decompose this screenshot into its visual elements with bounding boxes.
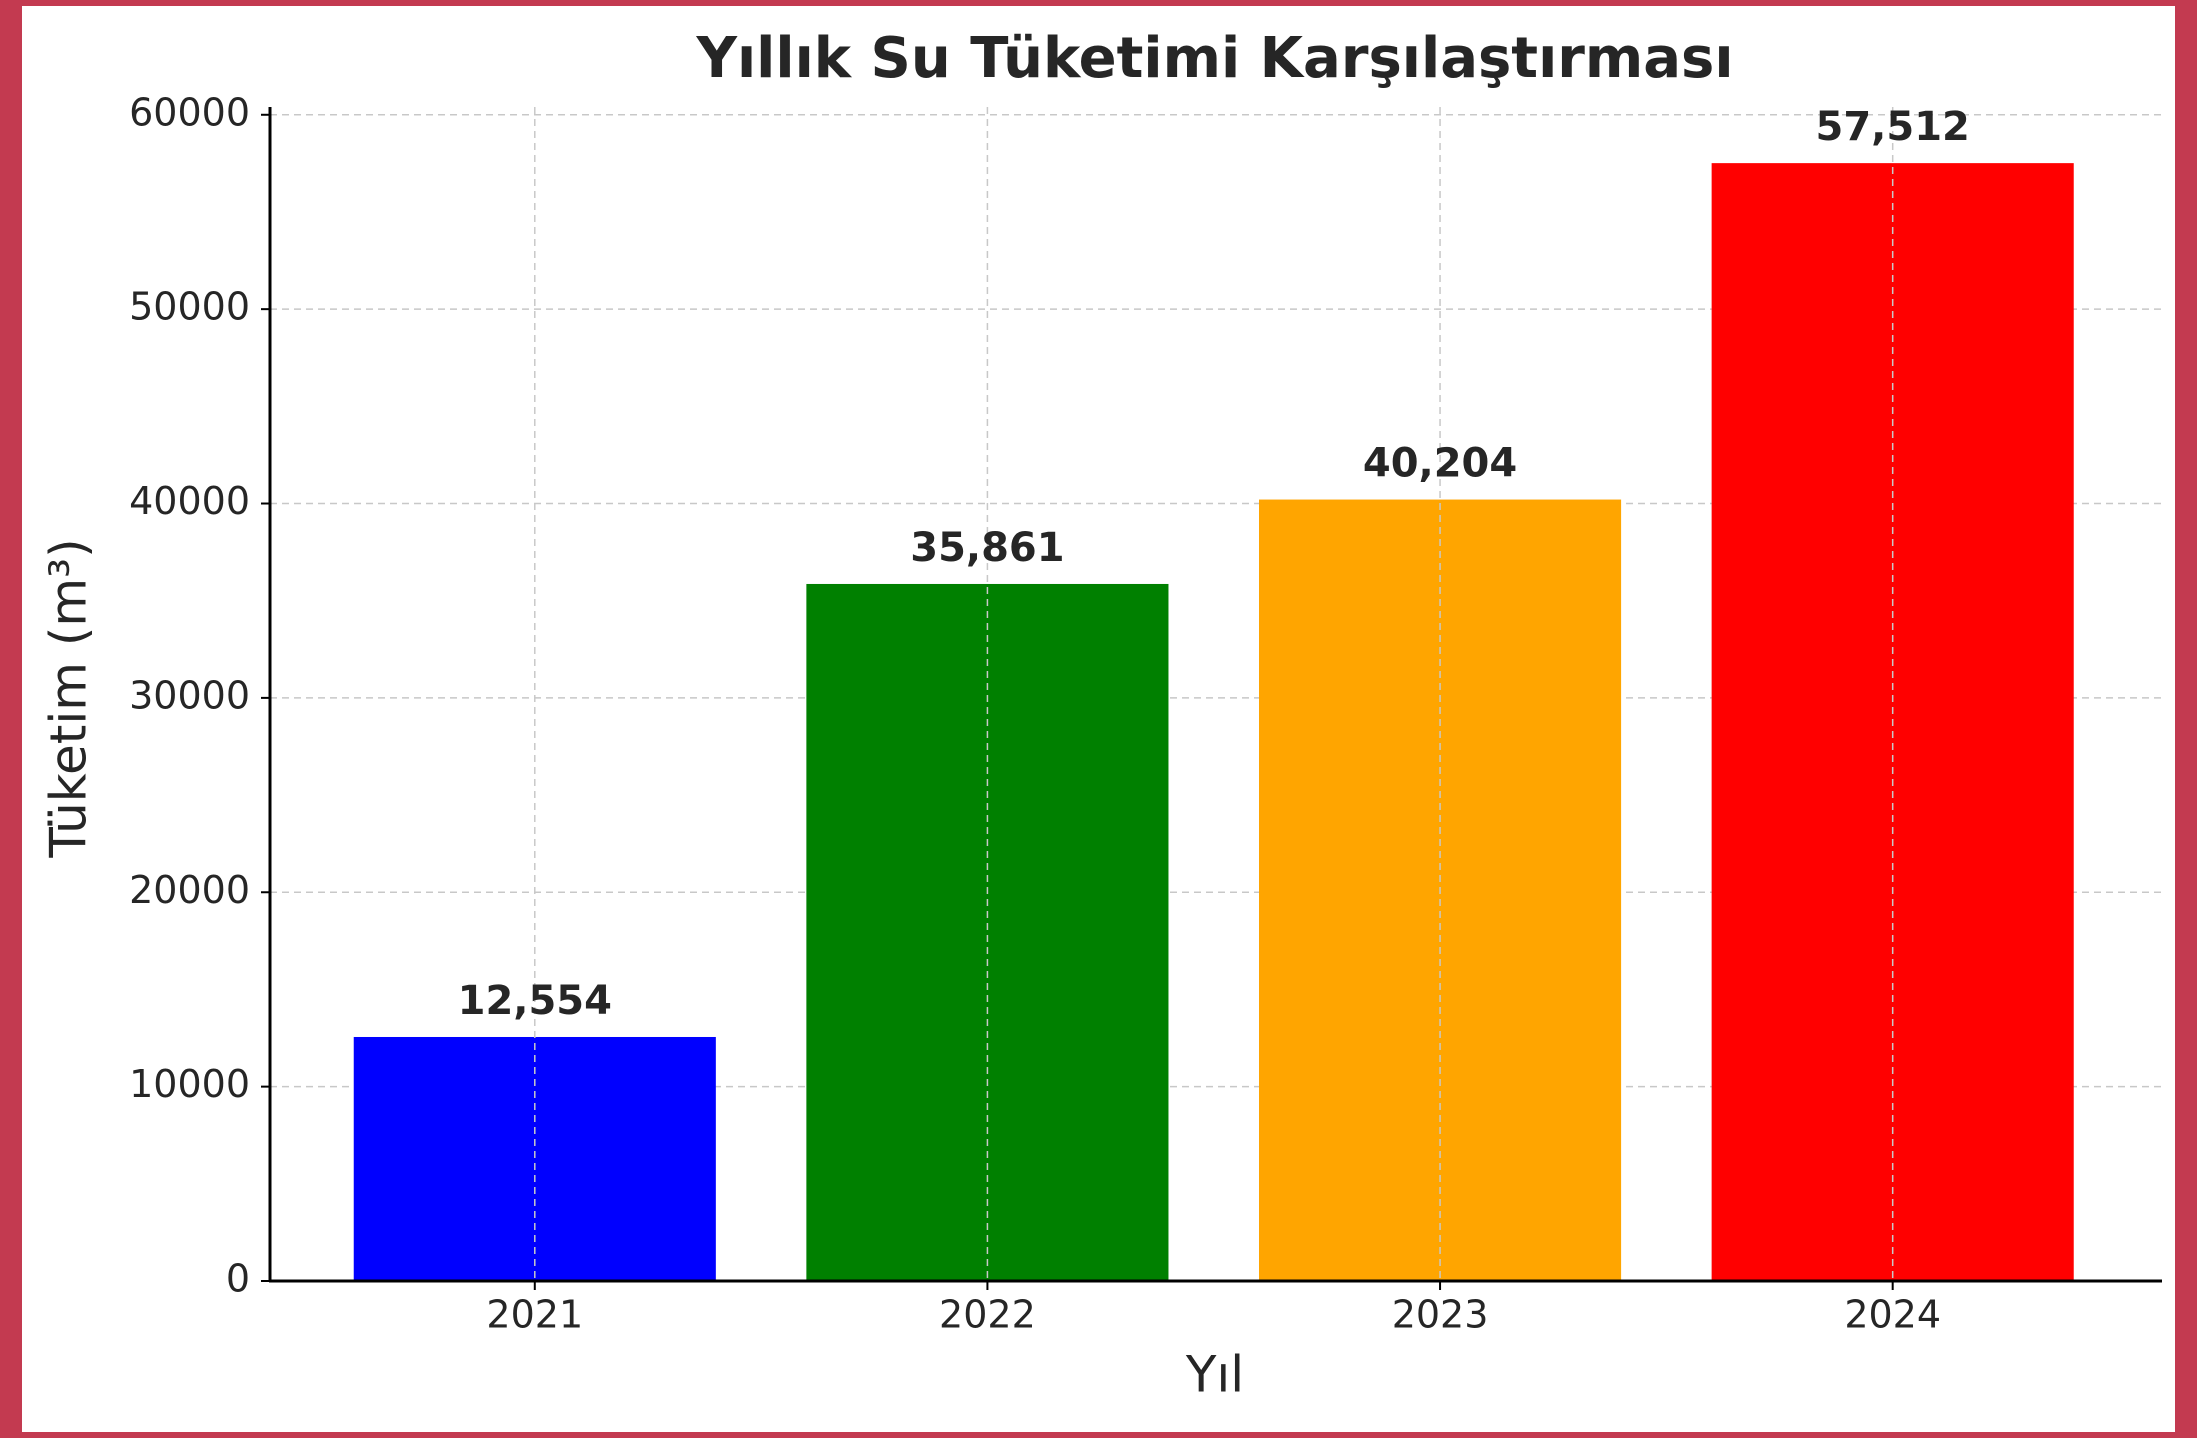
y-tick-label: 40000: [129, 479, 250, 523]
value-label: 40,204: [1363, 441, 1517, 487]
value-label: 12,554: [458, 978, 612, 1024]
x-tick-label: 2023: [1392, 1293, 1489, 1337]
y-tick-label: 10000: [129, 1062, 250, 1106]
value-label: 57,512: [1816, 104, 1970, 150]
x-tick-label: 2021: [486, 1293, 583, 1337]
y-tick-label: 20000: [129, 868, 250, 912]
x-tick-label: 2024: [1844, 1293, 1941, 1337]
y-tick-label: 0: [226, 1257, 250, 1301]
x-tick-label: 2022: [939, 1293, 1036, 1337]
chart-title: Yıllık Su Tüketimi Karşılaştırması: [695, 26, 1733, 91]
x-axis-label: Yıl: [1185, 1346, 1244, 1404]
y-tick-label: 50000: [129, 285, 250, 329]
y-tick-label: 60000: [129, 90, 250, 134]
y-tick-label: 30000: [129, 673, 250, 717]
value-label: 35,861: [910, 525, 1064, 571]
y-axis-label: Tüketim (m³): [40, 538, 98, 858]
